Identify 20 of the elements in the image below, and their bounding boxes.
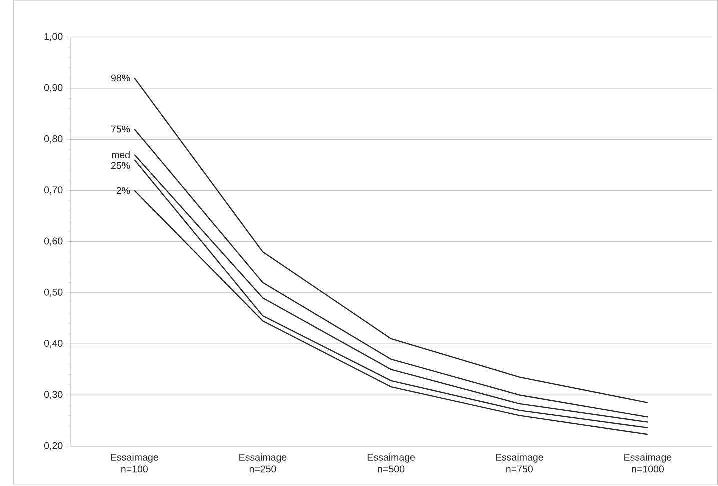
x-tick-label: Essaimage n=1000	[624, 454, 672, 473]
x-tick-label: Essaimage n=500	[368, 454, 416, 473]
series-label: 98%	[111, 74, 130, 82]
y-tick-label: 0,80	[44, 136, 63, 144]
x-tick-label: Essaimage n=750	[496, 454, 544, 473]
line-series	[134, 78, 649, 404]
x-tick-label: Essaimage n=100	[111, 454, 158, 473]
series-label: 2%	[116, 187, 130, 194]
series-label: 75%	[111, 126, 130, 133]
y-tick-label: 1,00	[44, 33, 63, 42]
y-tick-label: 0,50	[44, 289, 63, 298]
series-label: med	[112, 152, 130, 159]
y-tick-label: 0,90	[44, 84, 63, 93]
y-tick-label: 0,70	[44, 186, 63, 195]
y-tick-label: 0,30	[44, 391, 63, 400]
y-tick-label: 0,20	[44, 442, 63, 451]
series-label: 25%	[111, 162, 130, 170]
y-tick-label: 0,40	[44, 340, 63, 348]
x-tick-label: Essaimage n=250	[240, 454, 287, 473]
y-tick-label: 0,60	[44, 238, 63, 246]
